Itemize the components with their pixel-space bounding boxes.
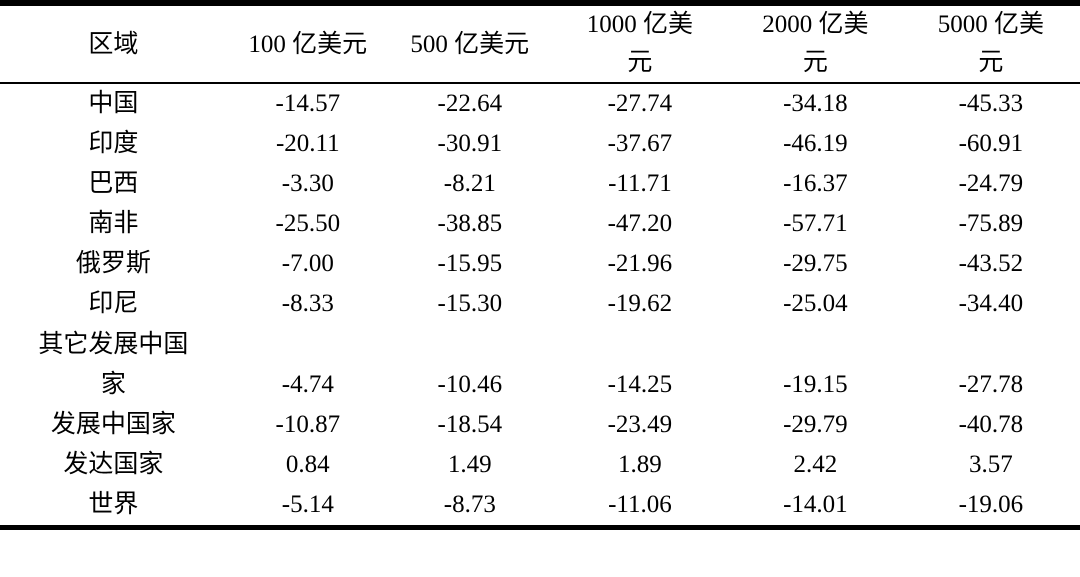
table-row: 俄罗斯 -7.00 -15.95 -21.96 -29.75 -43.52 <box>0 244 1080 284</box>
value-cell: 1.49 <box>447 451 492 478</box>
table-row: 印尼 -8.33 -15.30 -19.62 -25.04 -34.40 <box>0 284 1080 324</box>
column-header-label: 2000 亿美元 <box>762 11 869 76</box>
column-header-200b: 2000 亿美元 <box>729 3 902 83</box>
table-row: 中国 -14.57 -22.64 -27.74 -34.18 -45.33 <box>0 83 1080 124</box>
region-cell: 南非 <box>88 210 139 237</box>
value-cell: -25.04 <box>783 290 848 317</box>
value-cell: -29.75 <box>783 250 848 277</box>
value-cell: -47.20 <box>607 210 673 237</box>
value-cell: -4.74 <box>281 371 334 398</box>
table-row: 世界 -5.14 -8.73 -11.06 -14.01 -19.06 <box>0 485 1080 528</box>
table-row: 南非 -25.50 -38.85 -47.20 -57.71 -75.89 <box>0 204 1080 244</box>
value-cell: 2.42 <box>793 451 838 478</box>
value-cell: -45.33 <box>958 90 1024 117</box>
value-cell: -75.89 <box>958 210 1024 237</box>
value-cell: -20.11 <box>275 130 340 157</box>
value-cell: -10.46 <box>437 371 503 398</box>
value-cell: -14.25 <box>607 371 673 398</box>
value-cell: -19.06 <box>958 491 1024 518</box>
value-cell: 3.57 <box>969 451 1013 478</box>
value-cell: -22.64 <box>437 90 503 117</box>
value-cell: -38.85 <box>437 210 503 237</box>
value-cell: -19.62 <box>607 290 673 317</box>
value-cell: -46.19 <box>783 130 848 157</box>
column-header-label: 100 亿美元 <box>248 30 368 58</box>
region-cell: 俄罗斯 <box>75 250 151 277</box>
value-cell: -21.96 <box>607 250 673 277</box>
region-cell: 其它发展中国家 <box>0 324 227 405</box>
table-row: 其它发展中国家 -4.74 -10.46 -14.25 -19.15 -27.7… <box>0 324 1080 405</box>
value-cell: -8.33 <box>281 290 334 317</box>
region-cell: 印尼 <box>88 290 139 317</box>
column-header-label: 1000 亿美元 <box>586 11 694 76</box>
table-row: 印度 -20.11 -30.91 -37.67 -46.19 -60.91 <box>0 124 1080 164</box>
value-cell: -27.74 <box>607 90 673 117</box>
table-row: 发达国家 0.84 1.49 1.89 2.42 3.57 <box>0 445 1080 485</box>
value-cell: -11.71 <box>608 170 672 197</box>
value-cell: -10.87 <box>275 411 341 438</box>
value-cell: 0.84 <box>285 451 330 478</box>
value-cell: -27.78 <box>958 371 1024 398</box>
data-table: 区域 100 亿美元 500 亿美元 1000 亿美元 2000 亿美元 500… <box>0 0 1080 530</box>
region-cell: 世界 <box>88 491 139 518</box>
region-label: 其它发展中国家 <box>38 330 189 398</box>
table-row: 巴西 -3.30 -8.21 -11.71 -16.37 -24.79 <box>0 164 1080 204</box>
region-cell: 印度 <box>88 130 139 157</box>
value-cell: -3.30 <box>281 170 334 197</box>
value-cell: -34.18 <box>783 90 848 117</box>
header-row: 区域 100 亿美元 500 亿美元 1000 亿美元 2000 亿美元 500… <box>0 3 1080 83</box>
value-cell: -30.91 <box>437 130 503 157</box>
value-cell: -8.73 <box>443 491 496 518</box>
value-cell: -24.79 <box>958 170 1024 197</box>
value-cell: -37.67 <box>607 130 673 157</box>
table-row: 发展中国家 -10.87 -18.54 -23.49 -29.79 -40.78 <box>0 405 1080 445</box>
region-cell: 发展中国家 <box>50 411 176 438</box>
value-cell: -16.37 <box>783 170 848 197</box>
value-cell: -34.40 <box>958 290 1024 317</box>
value-cell: -19.15 <box>783 371 848 398</box>
column-header-100b: 1000 亿美元 <box>551 3 729 83</box>
value-cell: -15.30 <box>437 290 503 317</box>
value-cell: -40.78 <box>958 411 1024 438</box>
value-cell: -5.14 <box>281 491 334 518</box>
value-cell: -23.49 <box>607 411 673 438</box>
value-cell: 1.89 <box>618 451 662 478</box>
column-header-label: 区域 <box>88 30 139 58</box>
value-cell: -14.01 <box>783 491 848 518</box>
value-cell: -60.91 <box>958 130 1024 157</box>
column-header-500b: 5000 亿美元 <box>902 3 1080 83</box>
column-header-label: 5000 亿美元 <box>937 11 1045 76</box>
column-header-region: 区域 <box>0 3 227 83</box>
value-cell: -15.95 <box>437 250 503 277</box>
region-cell: 巴西 <box>88 170 139 197</box>
value-cell: -18.54 <box>437 411 503 438</box>
value-cell: -43.52 <box>958 250 1024 277</box>
value-cell: -29.79 <box>783 411 848 438</box>
region-cell: 中国 <box>88 90 139 117</box>
region-cell: 发达国家 <box>63 451 164 478</box>
value-cell: -25.50 <box>275 210 341 237</box>
value-cell: -14.57 <box>275 90 341 117</box>
column-header-10b: 100 亿美元 <box>227 3 389 83</box>
column-header-50b: 500 亿美元 <box>389 3 551 83</box>
value-cell: -7.00 <box>281 250 334 277</box>
value-cell: -11.06 <box>608 491 672 518</box>
value-cell: -8.21 <box>443 170 496 197</box>
column-header-label: 500 亿美元 <box>410 30 530 58</box>
value-cell: -57.71 <box>783 210 848 237</box>
